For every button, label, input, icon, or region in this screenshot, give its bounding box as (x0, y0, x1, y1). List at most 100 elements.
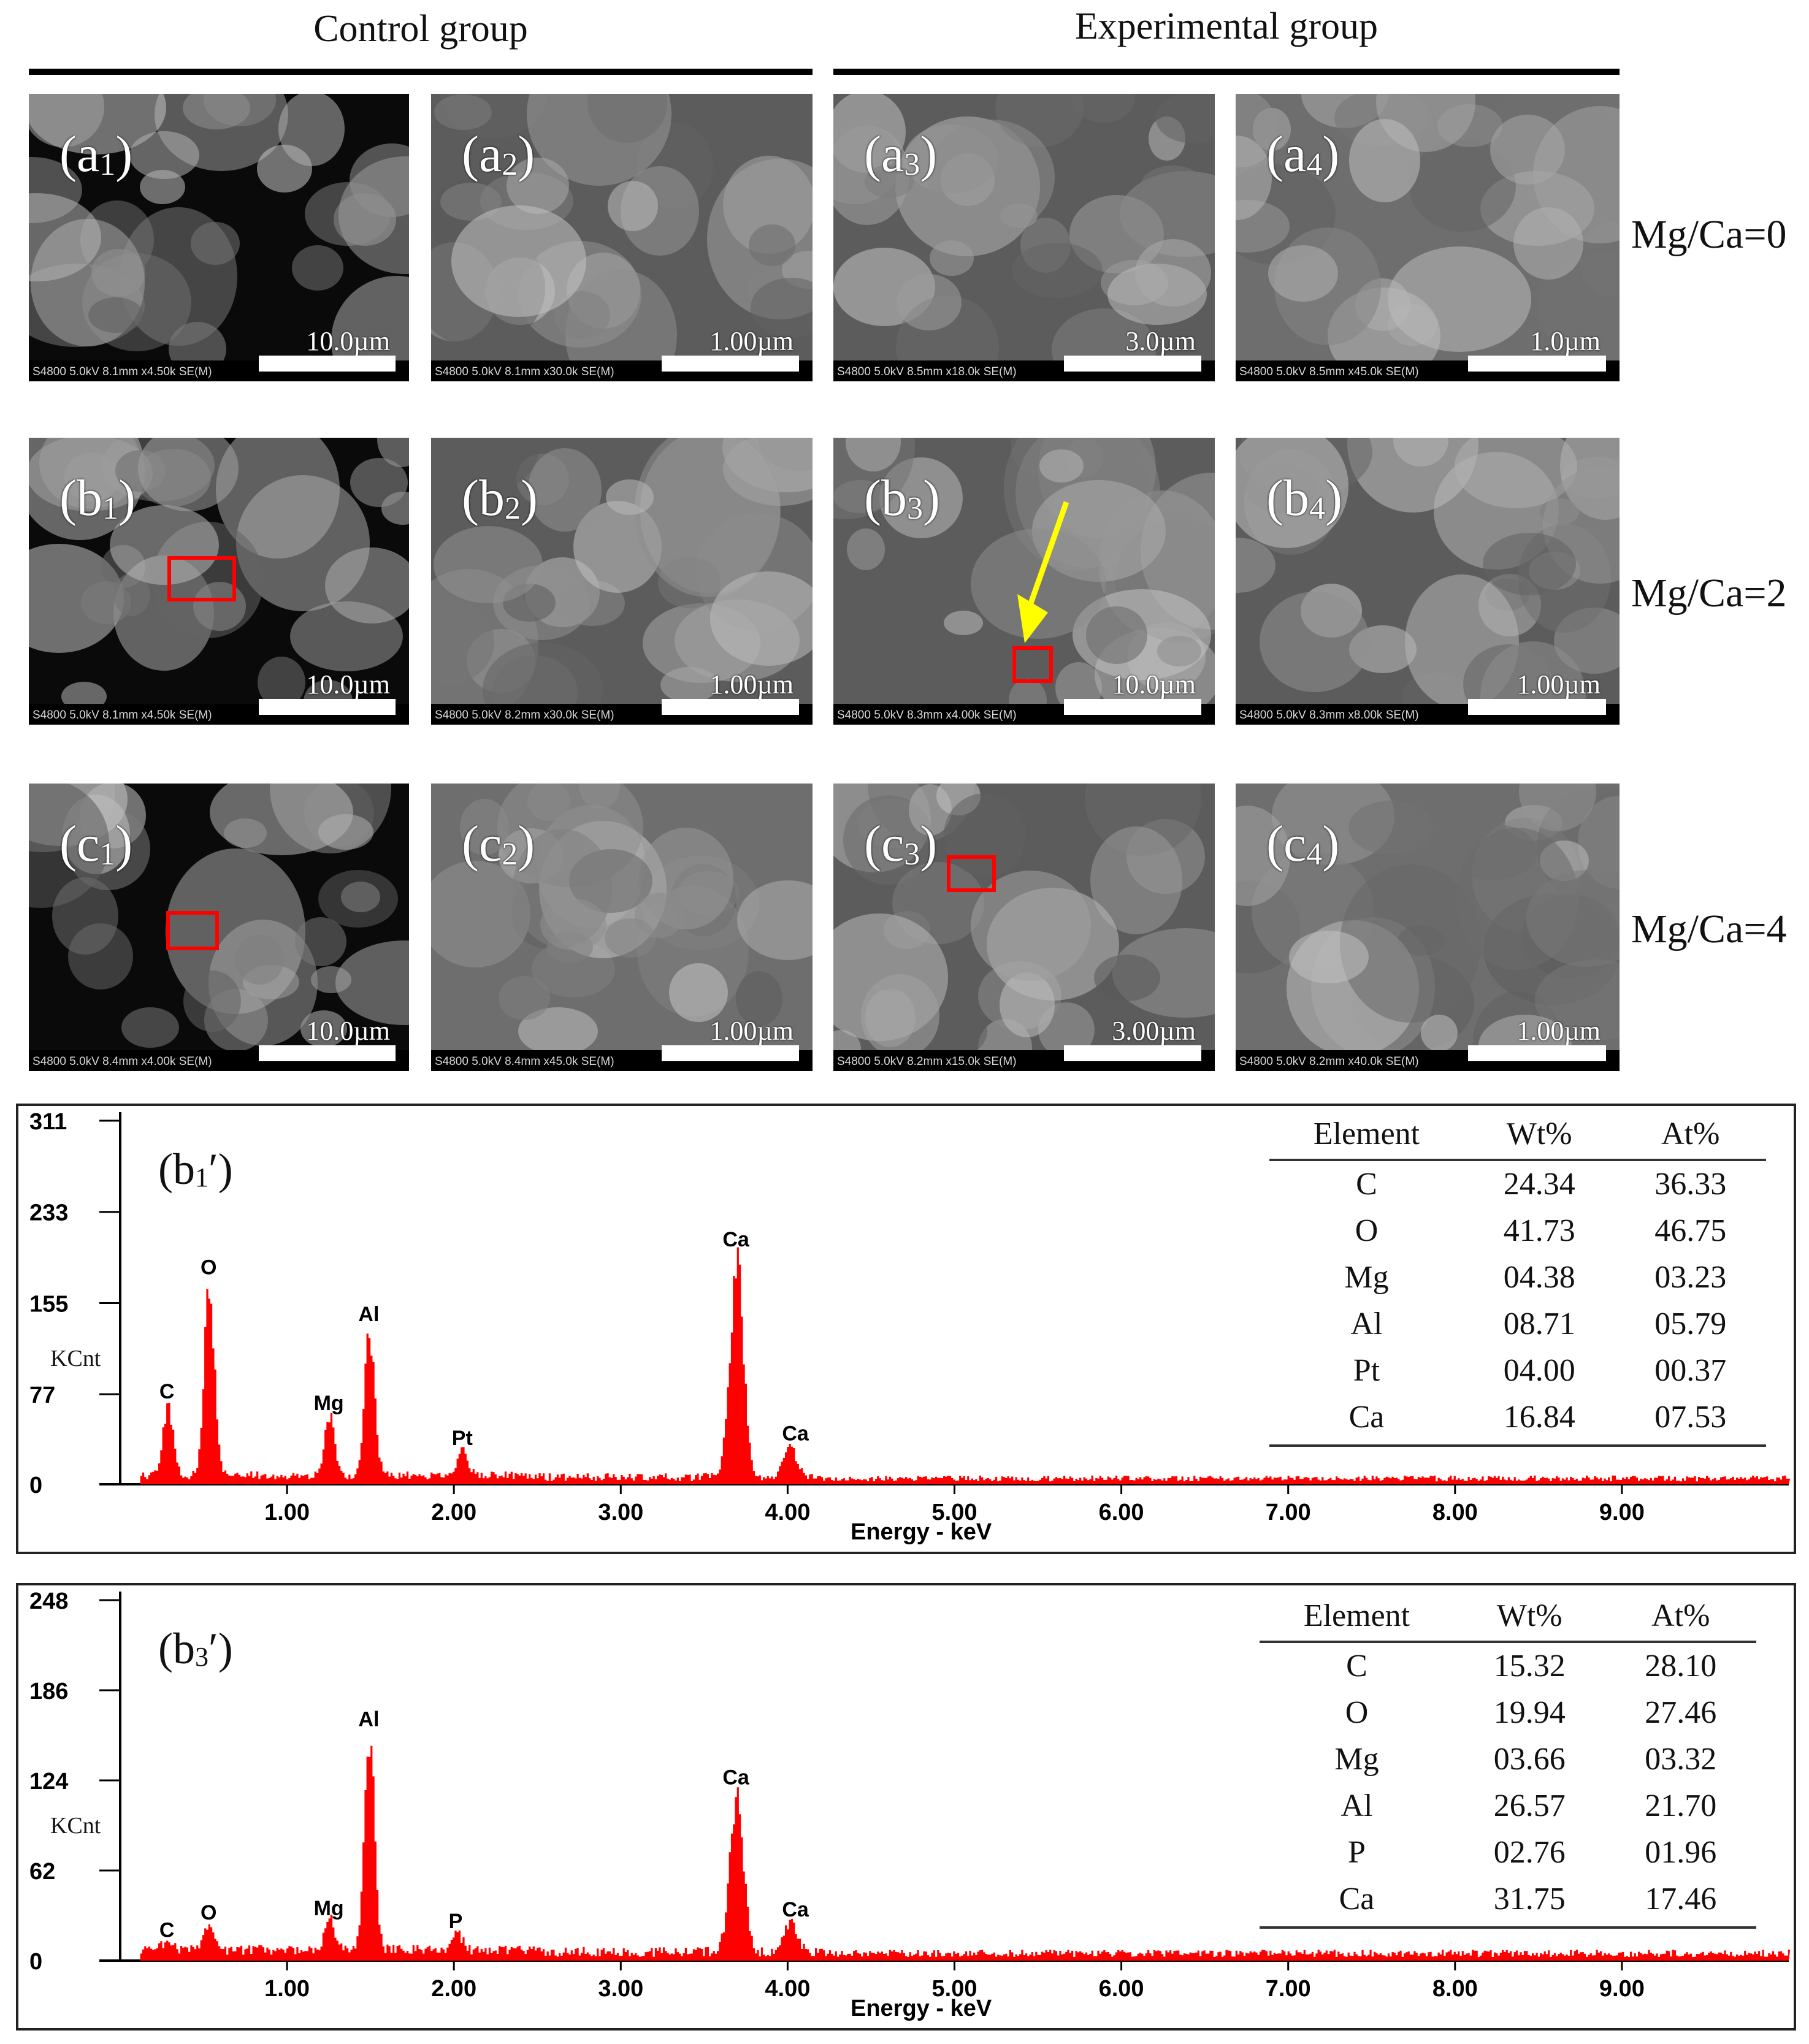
sem-panel-b4: (b4) 1.00µm S4800 5.0kV 8.3mm x8.00k SE(… (1236, 438, 1620, 725)
table-cell: O (1345, 1695, 1369, 1730)
table-cell: P (1348, 1835, 1366, 1870)
table-cell: 28.10 (1645, 1649, 1717, 1684)
roi-box (1012, 646, 1053, 683)
table-cell: 15.32 (1493, 1649, 1566, 1684)
column-header: Wt% (1453, 1593, 1605, 1643)
scale-bar-label: 10.0µm (1112, 669, 1196, 700)
svg-text:Pt: Pt (452, 1427, 473, 1450)
sem-micrograph-texture (431, 438, 813, 725)
table-cell: Mg (1344, 1260, 1389, 1295)
svg-text:Al: Al (358, 1303, 379, 1326)
column-header: At% (1605, 1593, 1756, 1643)
svg-text:5.00: 5.00 (932, 1976, 977, 2002)
panel-label: (a1) (59, 126, 133, 183)
table-cell: Al (1350, 1306, 1383, 1341)
scale-bar (1064, 1045, 1201, 1061)
sem-micrograph-texture (1236, 438, 1620, 725)
panel-label: (a2) (462, 126, 535, 183)
arrow-icon (1017, 501, 1069, 643)
ratio-label-row-b: Mg/Ca=2 (1631, 571, 1787, 616)
svg-text:1.00: 1.00 (264, 1976, 310, 2002)
table-row: Pt 04.00 00.37 (1269, 1348, 1766, 1394)
scale-bar-label: 1.00µm (709, 1016, 794, 1046)
sem-info-text: S4800 5.0kV 8.4mm x4.00k SE(M) (33, 1055, 212, 1068)
svg-text:2.00: 2.00 (431, 1500, 476, 1525)
table-row: P 02.76 01.96 (1260, 1829, 1756, 1876)
table-row: Mg 04.38 03.23 (1269, 1254, 1766, 1301)
ratio-label-row-a: Mg/Ca=0 (1631, 212, 1787, 257)
svg-text:Ca: Ca (782, 1898, 809, 1921)
svg-text:9.00: 9.00 (1599, 1976, 1645, 2002)
table-cell: 24.34 (1503, 1167, 1575, 1202)
table-cell: 00.37 (1654, 1353, 1727, 1388)
svg-text:233: 233 (29, 1200, 68, 1226)
scale-bar-label: 1.00µm (709, 326, 794, 356)
panel-label: (b3) (864, 470, 940, 527)
table-cell: 41.73 (1503, 1213, 1575, 1248)
sem-panel-b2: (b2) 1.00µm S4800 5.0kV 8.2mm x30.0k SE(… (431, 438, 813, 725)
svg-text:C: C (159, 1918, 175, 1942)
scale-bar-label: 3.0µm (1125, 326, 1196, 356)
svg-text:8.00: 8.00 (1432, 1976, 1478, 2002)
eds-plot: 0 77 155 233 311 1.00 2.00 3.00 4.00 5.00 6.00 7.00… (29, 1109, 1791, 1545)
table-cell: 46.75 (1654, 1213, 1727, 1248)
svg-text:3.00: 3.00 (598, 1976, 643, 2002)
table-header-row: Element Wt% At% (1269, 1111, 1766, 1161)
svg-text:6.00: 6.00 (1099, 1976, 1144, 2002)
eds-panel-label: (b1′) (158, 1145, 233, 1194)
scale-bar (259, 699, 396, 715)
sem-info-text: S4800 5.0kV 8.1mm x4.50k SE(M) (33, 709, 212, 722)
panel-label: (c1) (59, 815, 133, 872)
table-row: Al 26.57 21.70 (1260, 1783, 1756, 1829)
scale-bar (662, 699, 799, 715)
sem-info-text: S4800 5.0kV 8.2mm x40.0k SE(M) (1239, 1055, 1419, 1068)
sem-micrograph-texture (833, 784, 1215, 1071)
panel-label: (c2) (462, 815, 535, 872)
column-header: Element (1260, 1593, 1454, 1643)
svg-text:Ca: Ca (722, 1228, 750, 1251)
svg-text:O: O (201, 1901, 216, 1924)
sem-info-text: S4800 5.0kV 8.1mm x4.50k SE(M) (33, 365, 212, 378)
scale-bar (662, 1045, 799, 1061)
composition-table: Element Wt% At% C 15.32 28.10 O 19.94 27.46 Mg 03.… (1260, 1593, 1756, 1929)
sem-micrograph-texture (29, 784, 409, 1071)
table-cell: Ca (1260, 1876, 1454, 1929)
table-cell: Pt (1353, 1353, 1380, 1388)
eds-plot: 0 62 124 186 248 1.00 2.00 3.00 4.00 5.00 6.00 7.00… (29, 1588, 1791, 2021)
table-cell: 03.23 (1654, 1260, 1727, 1295)
sem-panel-a2: (a2) 1.00µm S4800 5.0kV 8.1mm x30.0k SE(… (431, 94, 813, 381)
table-cell: 04.00 (1503, 1353, 1575, 1388)
svg-text:Mg: Mg (314, 1897, 344, 1920)
table-cell: 16.84 (1463, 1394, 1615, 1447)
column-header: At% (1615, 1111, 1766, 1161)
sem-panel-c1: (c1) 10.0µm S4800 5.0kV 8.4mm x4.00k SE(… (29, 784, 409, 1071)
sem-info-text: S4800 5.0kV 8.2mm x30.0k SE(M) (435, 709, 614, 722)
table-row: Ca 31.75 17.46 (1260, 1876, 1756, 1929)
scale-bar-label: 1.00µm (1516, 669, 1601, 700)
scale-bar (1064, 356, 1201, 372)
sem-info-text: S4800 5.0kV 8.4mm x45.0k SE(M) (435, 1055, 614, 1068)
composition-table: Element Wt% At% C 24.34 36.33 O 41.73 46.75 Mg 04.… (1269, 1111, 1766, 1447)
panel-label: (c4) (1266, 815, 1340, 872)
sem-panel-c2: (c2) 1.00µm S4800 5.0kV 8.4mm x45.0k SE(… (431, 784, 813, 1071)
sem-info-text: S4800 5.0kV 8.5mm x45.0k SE(M) (1239, 365, 1419, 378)
svg-text:0: 0 (29, 1473, 42, 1498)
column-header: Element (1269, 1111, 1464, 1161)
panel-label: (a3) (864, 126, 938, 183)
svg-text:O: O (201, 1256, 216, 1279)
scale-bar (1064, 699, 1201, 715)
table-cell: 02.76 (1493, 1835, 1566, 1870)
panel-label: (b1) (59, 470, 136, 527)
eds-spectrum-b3-prime: 0 62 124 186 248 1.00 2.00 3.00 4.00 5.00 6.00 7.00… (16, 1583, 1796, 2031)
svg-text:Mg: Mg (314, 1392, 344, 1415)
table-cell: 26.57 (1493, 1788, 1566, 1823)
sem-info-bar: S4800 5.0kV 8.4mm x45.0k SE(M) (431, 1050, 813, 1071)
table-cell: 08.71 (1503, 1306, 1575, 1341)
scale-bar-label: 1.00µm (1516, 1016, 1601, 1046)
sem-micrograph-texture (431, 94, 813, 381)
svg-text:311: 311 (29, 1109, 67, 1135)
scale-bar-label: 3.00µm (1112, 1016, 1196, 1046)
table-cell: 07.53 (1615, 1394, 1766, 1447)
control-group-header: Control group (313, 8, 528, 50)
table-cell: 05.79 (1654, 1306, 1727, 1341)
